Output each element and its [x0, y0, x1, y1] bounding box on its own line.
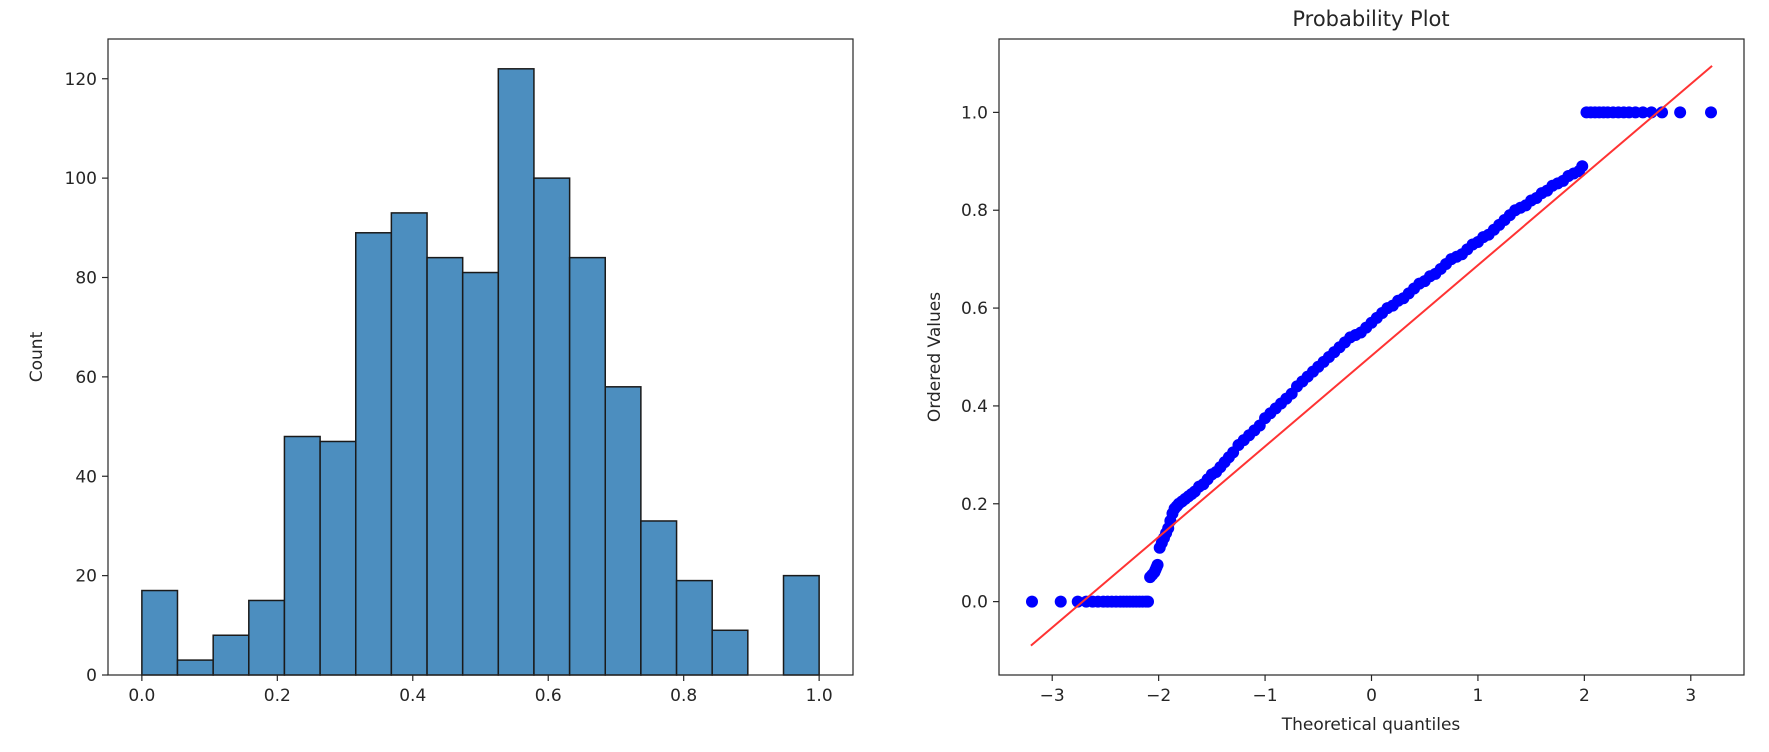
histogram-bar	[283, 435, 321, 676]
probability-plot-x-tick-label: −3	[1040, 686, 1065, 706]
histogram-y-ticks: 0 20 40 60 80 100 120	[65, 70, 108, 686]
histogram-bar	[141, 589, 179, 676]
probability-plot-x-tick-label: −1	[1253, 686, 1278, 706]
histogram-x-tick-label: 0.8	[670, 686, 697, 706]
probability-plot-point	[1142, 595, 1154, 608]
histogram-panel: 0.0 0.2 0.4 0.6 0.8 1.0 0 20 40 60 80 100 120 Count	[27, 38, 854, 706]
histogram-bar	[212, 634, 250, 676]
probability-plot-y-tick-label: 1.0	[961, 103, 988, 123]
probability-plot-point	[1674, 106, 1687, 119]
probability-plot-y-axis-label: Ordered Values	[925, 292, 945, 422]
histogram-bar	[711, 629, 749, 676]
probability-plot-title: Probability Plot	[1292, 7, 1449, 31]
histogram-bar	[461, 271, 500, 676]
probability-plot-x-tick-label: −2	[1146, 686, 1171, 706]
probability-plot-point	[1025, 595, 1038, 608]
histogram-bar	[426, 256, 464, 676]
histogram-bar	[533, 177, 571, 676]
histogram-bar	[176, 659, 214, 676]
probability-plot-x-tick-label: 1	[1473, 686, 1484, 706]
probability-plot-y-tick-label: 0.2	[961, 495, 988, 515]
histogram-x-tick-label: 0.4	[399, 686, 426, 706]
histogram-x-tick-label: 0.0	[128, 686, 155, 706]
probability-plot-x-tick-label: 0	[1366, 686, 1377, 706]
histogram-y-tick-label: 120	[65, 70, 97, 90]
probability-plot-point	[1636, 106, 1649, 119]
probability-plot-y-tick-label: 0.6	[961, 299, 988, 319]
histogram-x-tick-label: 1.0	[806, 686, 833, 706]
histogram-x-ticks: 0.0 0.2 0.4 0.6 0.8 1.0	[128, 675, 833, 706]
histogram-bar	[354, 232, 393, 676]
histogram-bar	[248, 599, 286, 676]
probability-plot-point	[1656, 106, 1669, 119]
histogram-bar	[782, 574, 820, 676]
histogram-y-tick-label: 80	[75, 269, 97, 289]
histogram-x-tick-label: 0.6	[535, 686, 562, 706]
histogram-y-tick-label: 0	[86, 666, 97, 686]
probability-plot-y-tick-label: 0.0	[961, 593, 988, 613]
histogram-x-tick-label: 0.2	[264, 686, 291, 706]
probability-plot-fit-line	[1030, 65, 1713, 647]
histogram-bar	[390, 212, 428, 676]
histogram-y-tick-label: 60	[75, 368, 97, 388]
probability-plot-x-ticks: −3 −2 −1 0 1 2 3	[1040, 675, 1696, 706]
histogram-bar	[497, 68, 535, 676]
probability-plot-point	[1576, 160, 1589, 173]
probability-plot-y-ticks: 0.0 0.2 0.4 0.6 0.8 1.0	[961, 103, 999, 613]
histogram-y-tick-label: 40	[75, 467, 97, 487]
histogram-bar	[568, 256, 607, 676]
histogram-y-axis-label: Count	[27, 331, 47, 382]
probability-plot-point	[1151, 558, 1164, 571]
histogram-bar	[675, 579, 713, 676]
histogram-bar	[604, 386, 642, 676]
histogram-bars	[141, 68, 820, 676]
probability-plot-point	[1054, 595, 1067, 608]
histogram-bar	[640, 520, 678, 676]
probability-plot-x-tick-label: 2	[1579, 686, 1590, 706]
probability-plot-point	[1071, 595, 1084, 608]
histogram-y-tick-label: 100	[65, 169, 97, 189]
probability-plot-x-tick-label: 3	[1685, 686, 1696, 706]
histogram-axes-frame	[107, 38, 854, 676]
histogram-y-tick-label: 20	[75, 567, 97, 587]
probability-plot-points	[1025, 106, 1718, 608]
probability-plot-y-tick-label: 0.4	[961, 397, 988, 417]
histogram-bar	[319, 440, 357, 676]
probability-plot-panel: Probability Plot −3 −2 −1 0 1 2 3 0.0 0.2 0.4 0.6…	[925, 7, 1745, 735]
probability-plot-x-axis-label: Theoretical quantiles	[1281, 715, 1461, 735]
probability-plot-y-tick-label: 0.8	[961, 201, 988, 221]
probability-plot-point	[1705, 106, 1718, 119]
